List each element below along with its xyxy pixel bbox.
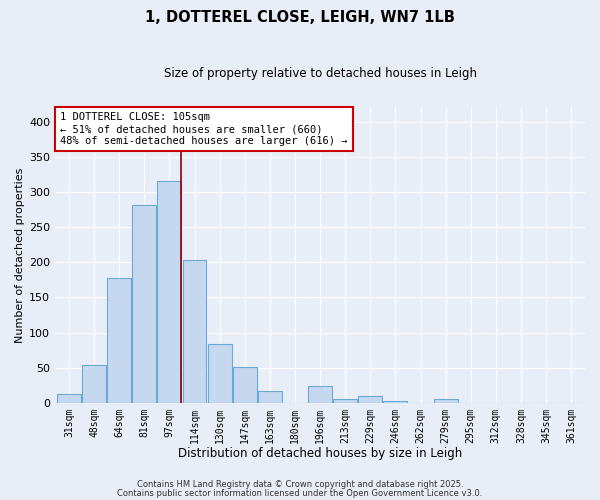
Bar	[308, 386, 332, 402]
Bar	[233, 367, 257, 402]
Bar	[258, 392, 282, 402]
Bar	[208, 344, 232, 403]
Bar	[182, 260, 206, 402]
Bar	[383, 400, 407, 402]
Text: Contains HM Land Registry data © Crown copyright and database right 2025.: Contains HM Land Registry data © Crown c…	[137, 480, 463, 489]
Bar	[434, 399, 458, 402]
Text: Contains public sector information licensed under the Open Government Licence v3: Contains public sector information licen…	[118, 488, 482, 498]
Title: Size of property relative to detached houses in Leigh: Size of property relative to detached ho…	[164, 68, 476, 80]
Text: 1 DOTTEREL CLOSE: 105sqm
← 51% of detached houses are smaller (660)
48% of semi-: 1 DOTTEREL CLOSE: 105sqm ← 51% of detach…	[61, 112, 348, 146]
Text: 1, DOTTEREL CLOSE, LEIGH, WN7 1LB: 1, DOTTEREL CLOSE, LEIGH, WN7 1LB	[145, 10, 455, 25]
Bar	[107, 278, 131, 402]
Y-axis label: Number of detached properties: Number of detached properties	[15, 168, 25, 343]
Bar	[82, 365, 106, 403]
Bar	[133, 205, 156, 402]
X-axis label: Distribution of detached houses by size in Leigh: Distribution of detached houses by size …	[178, 447, 462, 460]
Bar	[358, 396, 382, 402]
Bar	[57, 394, 81, 402]
Bar	[157, 181, 181, 402]
Bar	[333, 399, 357, 402]
